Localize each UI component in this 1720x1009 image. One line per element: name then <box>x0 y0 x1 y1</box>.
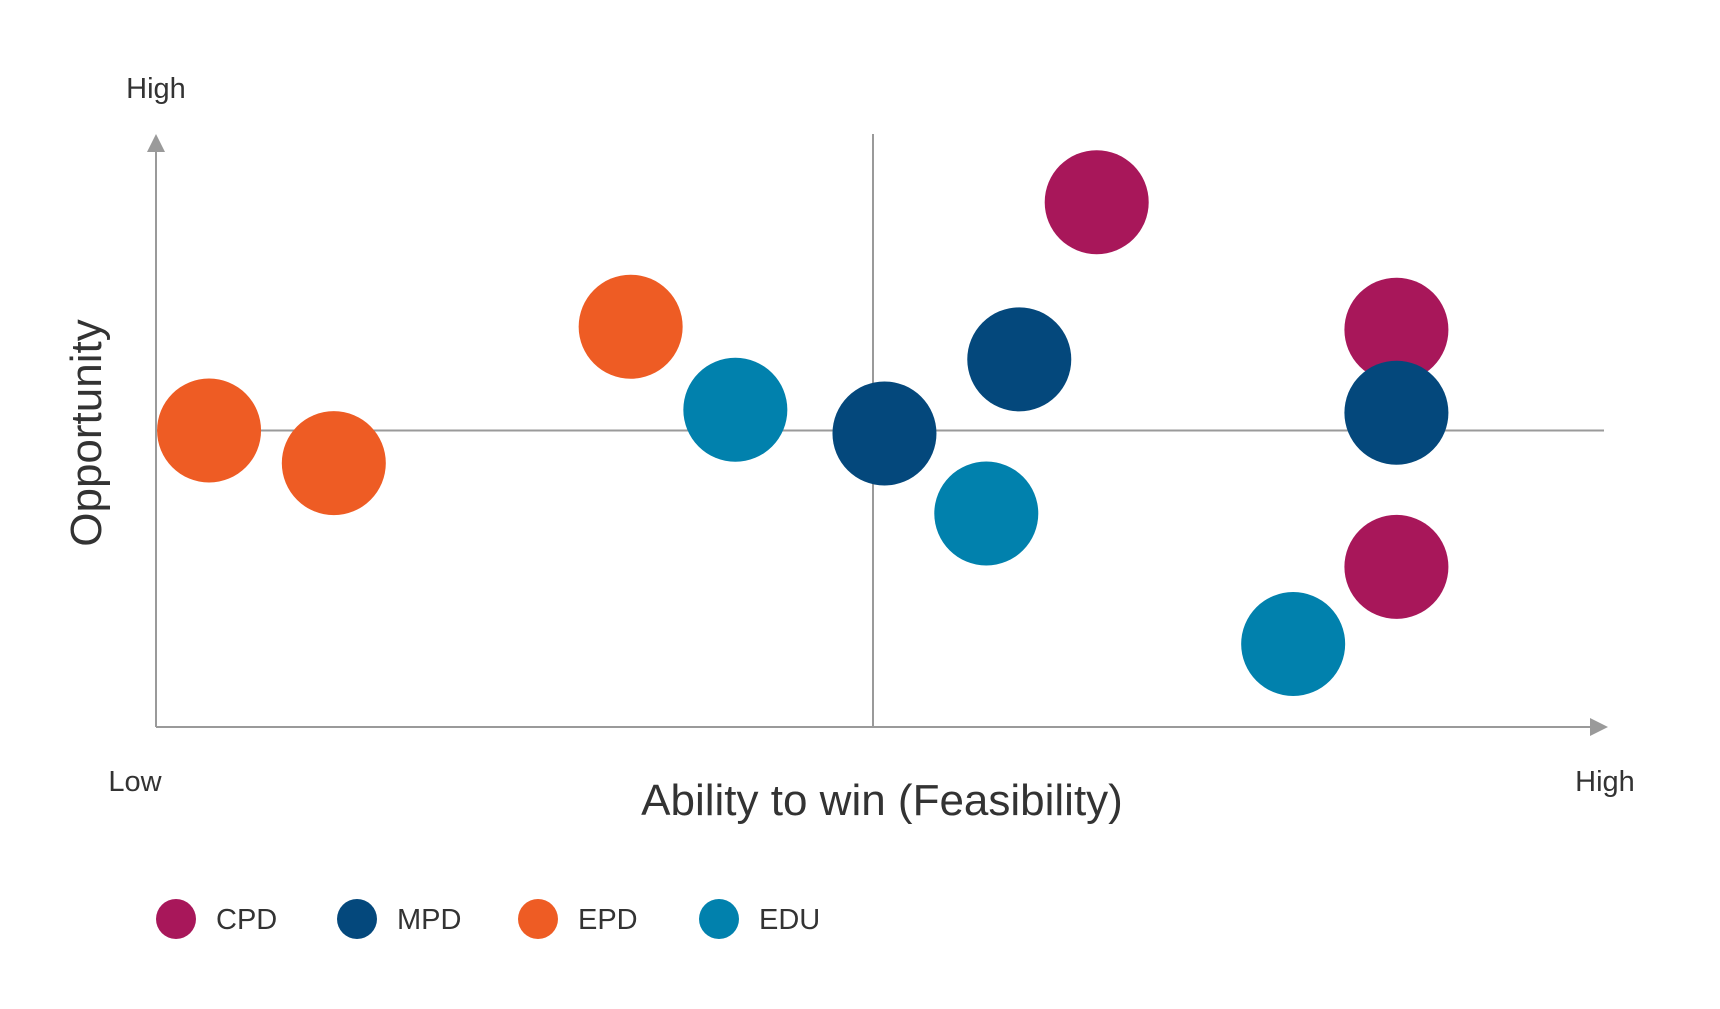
point-edu-2 <box>934 461 1039 566</box>
legend-swatch-epd <box>518 899 558 939</box>
y-axis-arrow <box>147 134 165 152</box>
point-edu-1 <box>683 357 788 462</box>
point-epd-3 <box>578 274 683 379</box>
legend-swatch-cpd <box>156 899 196 939</box>
legend-label-cpd: CPD <box>216 904 277 936</box>
point-mpd-3 <box>1344 360 1449 465</box>
point-epd-1 <box>157 378 262 483</box>
point-mpd-1 <box>967 307 1072 412</box>
x-low-label: Low <box>108 766 162 798</box>
data-points <box>157 150 1449 696</box>
point-cpd-1 <box>1044 150 1149 255</box>
y-axis-title: Opportunity <box>62 319 111 546</box>
x-axis-arrow <box>1590 718 1608 736</box>
point-epd-2 <box>281 411 386 516</box>
legend-label-mpd: MPD <box>397 904 461 936</box>
y-high-label: High <box>126 73 186 105</box>
point-cpd-3 <box>1344 514 1449 619</box>
legend-label-edu: EDU <box>759 904 820 936</box>
legend-label-epd: EPD <box>578 904 638 936</box>
legend-swatch-mpd <box>337 899 377 939</box>
x-axis-title: Ability to win (Feasibility) <box>641 776 1123 825</box>
x-high-label: High <box>1575 766 1635 798</box>
point-mpd-2 <box>832 381 937 486</box>
legend-swatch-edu <box>699 899 739 939</box>
legend: CPD MPD EPD EDU <box>156 899 820 939</box>
point-edu-3 <box>1241 591 1346 696</box>
point-cpd-2 <box>1344 277 1449 382</box>
